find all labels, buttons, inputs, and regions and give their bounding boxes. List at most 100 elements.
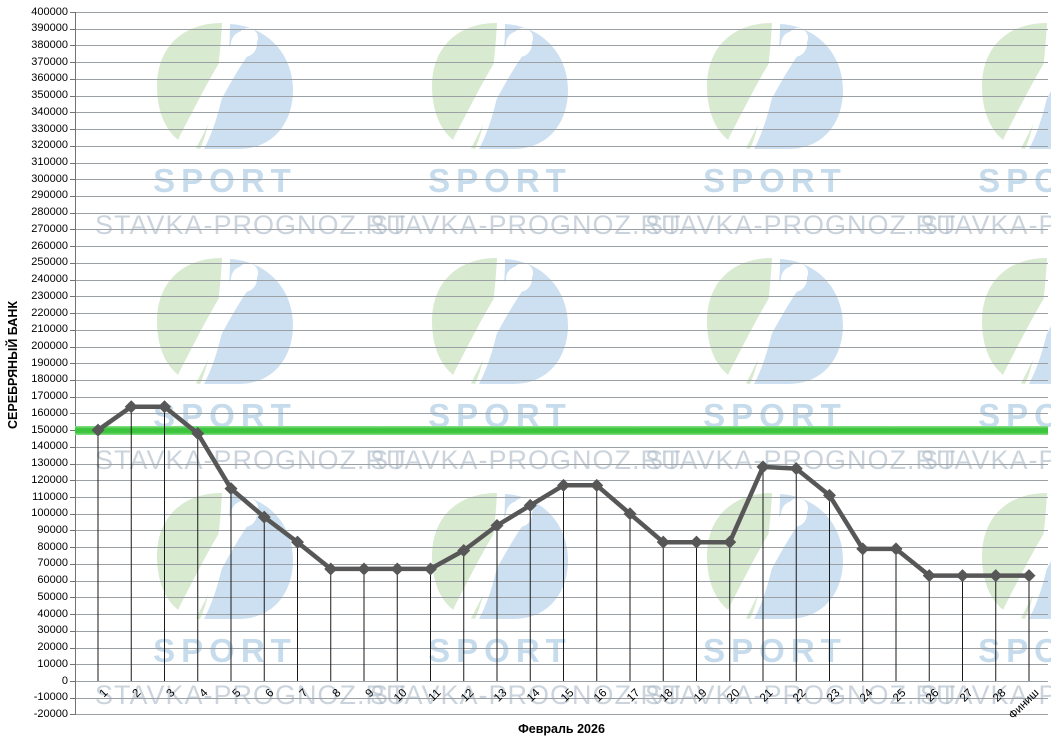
y-tick-label: 240000	[31, 273, 68, 286]
y-tick-label: 120000	[31, 473, 68, 486]
watermark-site-text: STAVKA-PROGNOZ.RU	[370, 445, 682, 475]
x-tick-label: 18	[658, 687, 676, 705]
x-tick-label: 11	[426, 687, 443, 704]
gridline	[75, 313, 1048, 315]
gridline	[75, 446, 1048, 448]
watermark-sport-text: SPORT	[153, 632, 297, 669]
gridline	[75, 463, 1048, 465]
x-tick-label: 14	[525, 687, 543, 705]
watermark-logo-icon	[152, 20, 298, 157]
x-tick-label: 2	[130, 687, 144, 701]
y-tick-label: 260000	[31, 239, 68, 252]
y-tick-label: 310000	[31, 156, 68, 169]
gridline	[75, 129, 1048, 131]
gridline	[75, 597, 1048, 599]
watermark-site-text: STAVKA-PROGNOZ.RU	[370, 680, 682, 710]
x-tick-label: 17	[624, 687, 643, 705]
watermark-sport-text: SPORT	[153, 162, 297, 199]
watermark-logo-icon	[977, 490, 1051, 627]
watermark-logo-icon	[702, 20, 848, 157]
x-tick-label: 16	[591, 687, 610, 705]
gridline	[75, 513, 1048, 515]
watermark-logo-icon	[977, 20, 1051, 157]
y-tick-label: 80000	[37, 540, 68, 553]
y-axis-title: СЕРЕБРЯНЫЙ БАНК	[6, 301, 20, 429]
gridline	[75, 547, 1048, 549]
watermark-site-text: STAVKA-PROGNOZ.RU	[370, 210, 682, 240]
watermark-site-text: STAVKA-PROGNOZ.RU	[920, 210, 1051, 240]
y-tick-label: 40000	[37, 607, 68, 620]
x-tick-label: 15	[558, 687, 576, 705]
watermark-site-text: STAVKA-PROGNOZ.RU	[920, 680, 1051, 710]
gridline	[75, 647, 1048, 649]
y-tick-label: 50000	[37, 590, 68, 603]
y-tick-label: 290000	[31, 189, 68, 202]
gridline	[75, 296, 1048, 298]
gridline	[75, 329, 1048, 331]
gridline	[75, 681, 1048, 682]
y-tick-label: 270000	[31, 222, 68, 235]
y-tick-label: 320000	[31, 139, 68, 152]
drop-lines	[97, 406, 1030, 681]
y-tick-label: 10000	[37, 657, 68, 670]
watermark-logo-icon	[152, 490, 298, 627]
y-tick-label: 30000	[37, 624, 68, 637]
y-tick-label: 390000	[31, 22, 68, 35]
x-tick-label: 28	[990, 687, 1009, 705]
y-tick-label: 70000	[37, 557, 68, 570]
watermark-logo-icon	[427, 20, 573, 157]
watermark-logo-icon	[702, 490, 848, 627]
y-tick-label: 330000	[31, 122, 68, 135]
x-tick-label: 7	[296, 687, 310, 701]
gridline	[75, 162, 1048, 164]
y-tick-label: 110000	[32, 490, 68, 503]
gridline	[75, 497, 1048, 499]
gridline	[75, 112, 1048, 114]
y-tick-label: 60000	[37, 574, 68, 587]
y-tick-label: 340000	[31, 105, 68, 118]
gridline	[75, 396, 1048, 398]
x-tick-label: 3	[163, 687, 177, 701]
gridline	[75, 95, 1048, 97]
gridline	[75, 664, 1048, 666]
gridline	[75, 179, 1048, 181]
gridline	[75, 195, 1048, 197]
y-tick-label: 360000	[31, 72, 68, 85]
x-axis-title: Февраль 2026	[518, 722, 605, 736]
watermark-site-text: STAVKA-PROGNOZ.RU	[645, 445, 957, 475]
target-bank-reference-line	[75, 425, 1048, 435]
gridline	[75, 262, 1048, 264]
gridline	[75, 614, 1048, 616]
gridline	[75, 630, 1048, 632]
gridline	[75, 12, 1048, 13]
watermark-logo-icon	[427, 255, 573, 392]
y-tick-label: 380000	[31, 38, 68, 51]
watermark-sport-text: SPORT	[428, 162, 572, 199]
gridline	[75, 246, 1048, 248]
x-tick-label: 1	[97, 687, 111, 701]
gridline	[75, 28, 1048, 30]
y-tick-label: 20000	[37, 641, 68, 654]
gridline	[75, 580, 1048, 582]
gridline	[75, 45, 1048, 47]
x-tick-label: 20	[724, 687, 743, 705]
x-tick-label: 21	[757, 687, 776, 705]
watermark-sport-text: SPORT	[703, 162, 847, 199]
gridline	[75, 346, 1048, 348]
watermark-site-text: STAVKA-PROGNOZ.RU	[920, 445, 1051, 475]
y-tick-label: 130000	[31, 457, 68, 470]
watermark-site-text: STAVKA-PROGNOZ.RU	[95, 445, 407, 475]
y-tick-label: 370000	[31, 55, 68, 68]
x-tick-label: 9	[363, 687, 377, 701]
gridline	[75, 78, 1048, 80]
x-tick-label: 24	[857, 687, 876, 705]
y-tick-label: -10000	[33, 691, 68, 704]
watermark-site-text: STAVKA-PROGNOZ.RU	[95, 680, 407, 710]
x-tick-label: 26	[924, 687, 942, 705]
x-tick-label: Финиш	[1006, 687, 1042, 722]
watermark-site-text: STAVKA-PROGNOZ.RU	[645, 680, 957, 710]
watermark-logo-icon	[702, 255, 848, 392]
